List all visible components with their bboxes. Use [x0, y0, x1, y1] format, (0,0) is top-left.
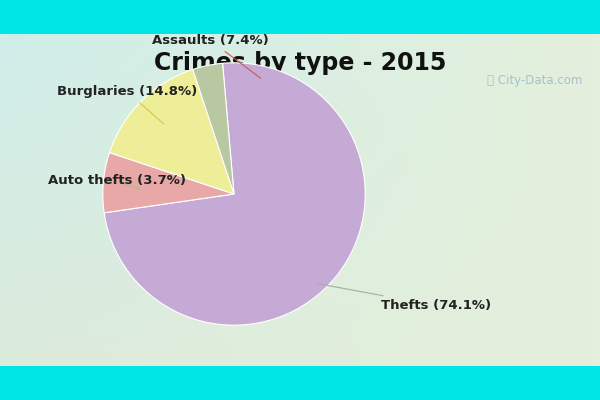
Wedge shape: [110, 70, 234, 194]
Text: Auto thefts (3.7%): Auto thefts (3.7%): [47, 174, 185, 189]
Wedge shape: [103, 152, 234, 213]
Text: ⓘ City-Data.com: ⓘ City-Data.com: [487, 74, 582, 87]
Text: Crimes by type - 2015: Crimes by type - 2015: [154, 51, 446, 75]
Text: Thefts (74.1%): Thefts (74.1%): [318, 284, 491, 312]
Text: Assaults (7.4%): Assaults (7.4%): [152, 34, 269, 78]
Wedge shape: [193, 63, 234, 194]
Wedge shape: [104, 63, 365, 325]
Text: Burglaries (14.8%): Burglaries (14.8%): [57, 85, 197, 124]
